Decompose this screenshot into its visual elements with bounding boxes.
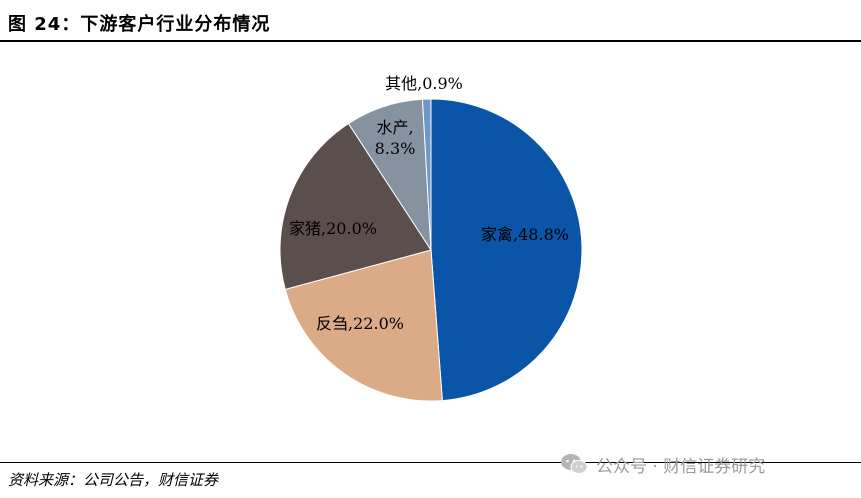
pie-label-2: 反刍,22.0% (316, 314, 404, 333)
pie-slice-3 (279, 122, 432, 291)
watermark-text: 公众号 · 财信证券研究 (596, 456, 766, 477)
watermark: 公众号 · 财信证券研究 (560, 452, 766, 477)
pie-labels: 家禽,48.8% 反刍,22.0% 家猪,20.0% 水产, 8.3% 其他,0.9% (289, 74, 569, 333)
title-bar: 图 24：下游客户行业分布情况 (0, 0, 861, 42)
figure-title: 图 24：下游客户行业分布情况 (8, 14, 271, 35)
pie-label-4: 水产, 8.3% (375, 118, 416, 158)
pie-label-line: 8.3% (375, 139, 416, 158)
pie-label-5: 其他,0.9% (385, 74, 463, 93)
pie-slice-5 (421, 98, 432, 251)
source-note: 资料来源：公司公告，财信证券 (8, 471, 219, 489)
pie-chart: 家禽,48.8% 反刍,22.0% 家猪,20.0% 水产, 8.3% 其他,0.9% (279, 74, 583, 402)
pie-slices (279, 98, 583, 402)
pie-label-line: 水产, (376, 118, 413, 137)
pie-slice-1 (430, 98, 583, 402)
top-divider (0, 40, 861, 42)
pie-label-1: 家禽,48.8% (481, 225, 569, 244)
wechat-icon (561, 454, 588, 474)
pie-slice-2 (284, 249, 443, 402)
pie-label-3: 家猪,20.0% (289, 219, 377, 238)
bottom-divider (0, 462, 861, 463)
